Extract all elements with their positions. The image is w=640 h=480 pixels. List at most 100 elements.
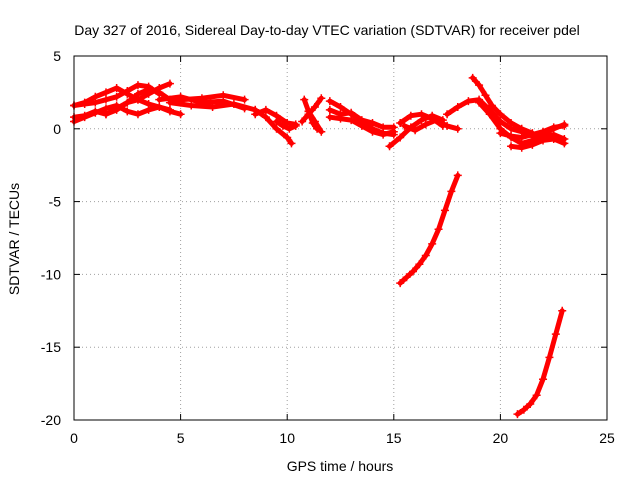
data-point	[517, 127, 526, 136]
data-point	[396, 279, 405, 288]
data-point	[123, 98, 132, 107]
data-point	[101, 88, 110, 97]
data-point	[517, 143, 526, 152]
data-point	[549, 124, 558, 133]
data-point	[336, 114, 345, 123]
data-point	[526, 399, 535, 408]
data-point	[507, 118, 516, 127]
data-point	[123, 86, 132, 95]
data-point	[197, 94, 206, 103]
data-point	[560, 120, 569, 129]
series-line	[178, 92, 248, 103]
data-point	[396, 133, 405, 142]
data-point	[428, 239, 437, 248]
data-point	[475, 98, 484, 107]
y-tick-label: 0	[53, 121, 61, 137]
series-arc-8	[176, 91, 249, 104]
series-arc-9	[251, 105, 296, 148]
data-point	[507, 142, 516, 151]
data-point	[278, 121, 287, 130]
series-arc-20	[400, 116, 462, 135]
y-axis-label: SDTVAR / TECUs	[6, 183, 22, 295]
x-tick-label: 15	[386, 430, 402, 446]
series-layer	[70, 73, 569, 419]
x-axis-label: GPS time / hours	[287, 458, 394, 474]
data-point	[421, 120, 430, 129]
data-point	[539, 375, 548, 384]
data-point	[112, 104, 121, 113]
data-point	[496, 129, 505, 138]
series-arc-28	[513, 306, 567, 419]
data-point	[411, 126, 420, 135]
data-point	[240, 95, 249, 104]
series-arc-5	[101, 79, 174, 119]
data-point	[453, 124, 462, 133]
data-point	[485, 110, 494, 119]
data-point	[317, 94, 326, 103]
x-tick-label: 0	[70, 430, 78, 446]
data-point	[133, 81, 142, 90]
data-point	[560, 139, 569, 148]
ticks	[73, 55, 608, 421]
data-point	[434, 225, 443, 234]
data-point	[285, 124, 294, 133]
y-tick-label: -10	[41, 266, 61, 282]
data-point	[539, 136, 548, 145]
data-point	[317, 127, 326, 136]
series-arc-14	[304, 107, 326, 136]
data-point	[551, 330, 560, 339]
data-point	[402, 273, 411, 282]
data-point	[112, 92, 121, 101]
data-point	[432, 116, 441, 125]
data-point	[347, 116, 356, 125]
data-point	[545, 353, 554, 362]
data-point	[464, 97, 473, 106]
data-point	[229, 100, 238, 109]
tick-labels: 0 5 10 15 20 25 -20 -15 -10 -5 0 5	[41, 48, 615, 446]
y-tick-label: 5	[53, 48, 61, 64]
data-point	[91, 98, 100, 107]
series-line	[71, 85, 173, 113]
data-point	[123, 107, 132, 116]
data-point	[443, 121, 452, 130]
data-point	[144, 105, 153, 114]
y-tick-label: -15	[41, 339, 61, 355]
series-arc-10	[251, 105, 300, 129]
data-point	[133, 95, 142, 104]
data-point	[187, 101, 196, 110]
series-arc-16	[325, 105, 398, 132]
data-point	[532, 391, 541, 400]
data-point	[144, 82, 153, 91]
data-point	[453, 102, 462, 111]
data-point	[539, 129, 548, 138]
x-tick-label: 20	[493, 430, 509, 446]
data-point	[304, 107, 313, 116]
x-tick-label: 25	[599, 430, 615, 446]
data-point	[272, 117, 281, 126]
data-point	[325, 113, 334, 122]
data-point	[298, 117, 307, 126]
data-point	[133, 110, 142, 119]
data-point	[261, 105, 270, 114]
series-line	[470, 75, 535, 136]
data-point	[417, 110, 426, 119]
data-point	[443, 110, 452, 119]
data-point	[155, 102, 164, 111]
data-point	[396, 118, 405, 127]
series-arc-11	[272, 117, 300, 133]
data-point	[379, 130, 388, 139]
data-point	[549, 134, 558, 143]
data-point	[287, 139, 296, 148]
data-point	[406, 111, 415, 120]
data-point	[261, 113, 270, 122]
data-point	[80, 111, 89, 120]
data-point	[385, 142, 394, 151]
chart-title: Day 327 of 2016, Sidereal Day-to-day VTE…	[74, 22, 580, 38]
data-point	[310, 102, 319, 111]
data-point	[447, 187, 456, 196]
data-point	[507, 132, 516, 141]
data-point	[155, 95, 164, 104]
data-point	[155, 84, 164, 93]
data-point	[251, 110, 260, 119]
